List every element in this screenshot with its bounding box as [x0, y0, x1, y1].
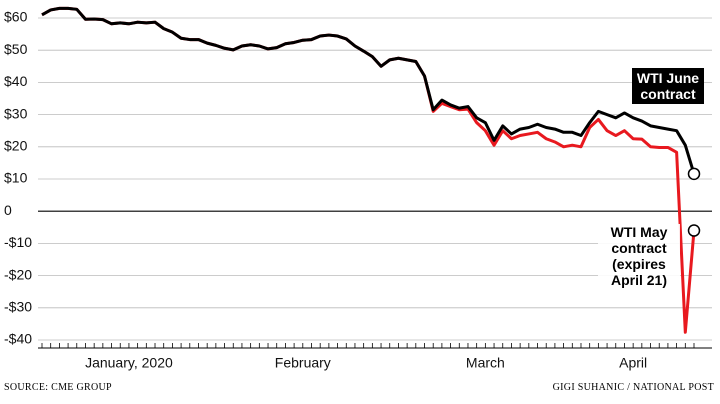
y-tick-label: -$20 [4, 266, 32, 282]
y-tick-label: 0 [4, 202, 12, 218]
y-tick-label: -$10 [4, 234, 32, 250]
y-tick-label: $50 [4, 41, 28, 57]
series-line [41, 6, 696, 334]
y-tick-label: $40 [4, 73, 28, 89]
series-line [41, 6, 696, 175]
y-tick-label: $10 [4, 170, 28, 186]
end-marker [687, 167, 701, 181]
end-marker [687, 224, 701, 237]
y-tick-label: -$30 [4, 299, 32, 315]
june-label: WTI June contract [632, 68, 704, 104]
x-tick-label: February [275, 355, 331, 371]
x-tick-label: April [619, 355, 647, 371]
y-tick-label: $30 [4, 105, 28, 121]
x-tick-label: January, 2020 [85, 355, 173, 371]
y-tick-label: -$40 [4, 331, 32, 347]
y-tick-label: $20 [4, 138, 28, 154]
credit: GIGI SUHANIC / NATIONAL POST [552, 382, 714, 393]
source: SOURCE: CME GROUP [4, 382, 112, 393]
may-label: WTI May contract (expires April 21) [598, 224, 680, 288]
y-tick-label: $60 [4, 9, 28, 25]
x-tick-label: March [466, 355, 505, 371]
